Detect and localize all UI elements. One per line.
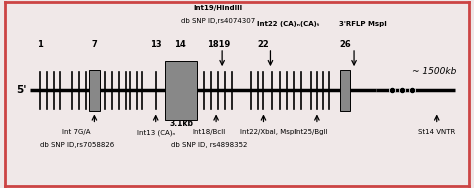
Text: Int13 (CA)ₙ: Int13 (CA)ₙ bbox=[137, 129, 175, 136]
Text: Int25/BglI: Int25/BglI bbox=[294, 129, 328, 135]
Text: 5': 5' bbox=[17, 85, 27, 95]
Text: db SNP ID, rs4898352: db SNP ID, rs4898352 bbox=[171, 142, 247, 148]
Text: 1819: 1819 bbox=[207, 40, 230, 49]
Bar bbox=[340, 70, 350, 111]
Text: Int19/HindIII: Int19/HindIII bbox=[194, 5, 243, 11]
Text: 3'RFLP MspI: 3'RFLP MspI bbox=[338, 21, 386, 27]
Text: ~ 1500kb: ~ 1500kb bbox=[412, 67, 456, 76]
Text: 13: 13 bbox=[150, 40, 162, 49]
Text: St14 VNTR: St14 VNTR bbox=[418, 129, 456, 135]
Text: 22: 22 bbox=[257, 40, 269, 49]
Text: Int18/BclI: Int18/BclI bbox=[192, 129, 226, 135]
Bar bbox=[89, 70, 100, 111]
Text: 7: 7 bbox=[91, 40, 97, 49]
Text: 26: 26 bbox=[339, 40, 351, 49]
Text: db SNP ID,rs7058826: db SNP ID,rs7058826 bbox=[40, 142, 114, 148]
Text: db SNP ID,rs4074307: db SNP ID,rs4074307 bbox=[181, 18, 255, 24]
Text: 14: 14 bbox=[174, 40, 186, 49]
Bar bbox=[165, 61, 197, 120]
Text: Int22 (CA)ₙ(CA)ₜ: Int22 (CA)ₙ(CA)ₜ bbox=[257, 21, 319, 27]
Text: 3.1kb: 3.1kb bbox=[169, 119, 193, 128]
Text: Int22/XbaI, MspI: Int22/XbaI, MspI bbox=[240, 129, 296, 135]
Text: 1: 1 bbox=[36, 40, 43, 49]
Text: Int 7G/A: Int 7G/A bbox=[63, 129, 91, 135]
